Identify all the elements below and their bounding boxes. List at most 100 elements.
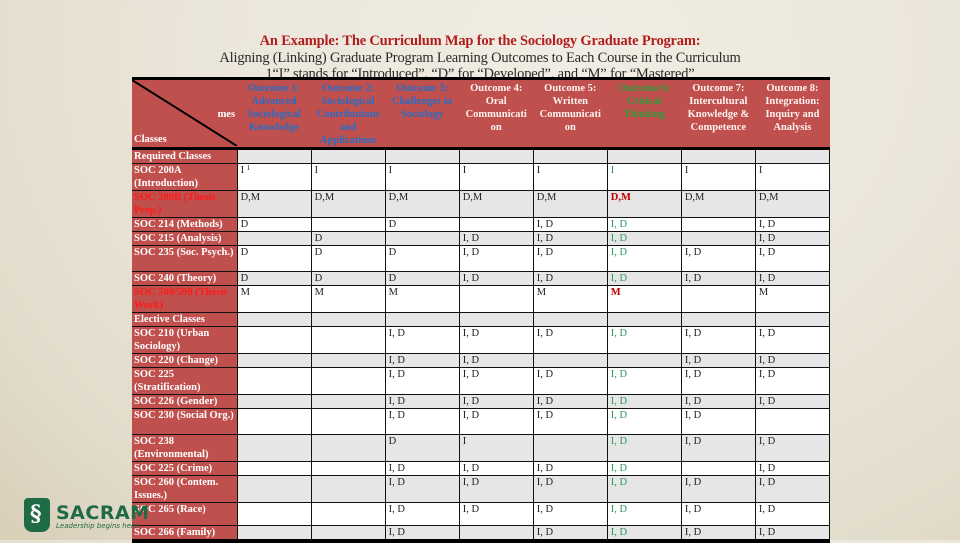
outcome-1-cell bbox=[236, 408, 312, 435]
outcome-3-cell: I, D bbox=[384, 475, 460, 503]
outcome-2-cell bbox=[310, 148, 386, 164]
course-label: SOC 214 (Methods) bbox=[132, 217, 238, 232]
table-row: SOC 240 (Theory) D D D I, D I, D I, D I, D I, D bbox=[132, 271, 831, 286]
outcome-4-cell: I, D bbox=[458, 367, 534, 395]
outcome-2-cell: D bbox=[310, 245, 386, 272]
outcome-2-header: Outcome 2: Sociological Contributions an… bbox=[311, 77, 386, 150]
outcome-5-cell: I, D bbox=[532, 525, 608, 543]
outcome-7-cell: I, D bbox=[680, 353, 756, 368]
outcome-2-cell bbox=[310, 525, 386, 543]
outcome-8-header: Outcome 8: Integration: Inquiry and Anal… bbox=[755, 77, 830, 150]
outcome-3-cell: I, D bbox=[384, 353, 460, 368]
outcome-5-cell bbox=[532, 148, 608, 164]
outcome-5-cell: I, D bbox=[532, 408, 608, 435]
outcome-6-cell: I, D bbox=[606, 525, 682, 543]
outcome-6-cell: I, D bbox=[606, 461, 682, 476]
course-label: SOC 215 (Analysis) bbox=[132, 231, 238, 246]
legend-footnote: 1“I” stands for “Introduced”, “D” for “D… bbox=[265, 66, 695, 77]
outcome-6-cell: I, D bbox=[606, 326, 682, 354]
outcome-4-cell: I, D bbox=[458, 245, 534, 272]
outcome-6-cell bbox=[606, 148, 682, 164]
outcome-7-cell bbox=[680, 285, 756, 313]
outcome-5-cell bbox=[532, 312, 608, 327]
table-row: SOC 225 (Crime) I, D I, D I, D I, D I, D bbox=[132, 461, 831, 476]
outcome-7-cell bbox=[680, 461, 756, 476]
table-row: SOC 238 (Environmental) D I I, D I, D I, D bbox=[132, 434, 831, 462]
outcome-7-cell: I, D bbox=[680, 271, 756, 286]
section-label: Required Classes bbox=[132, 148, 238, 164]
outcome-3-cell: D bbox=[384, 245, 460, 272]
university-logo: § SACRAM Leadership begins here. bbox=[24, 498, 149, 534]
outcome-3-cell: I bbox=[384, 163, 460, 191]
outcome-2-cell bbox=[310, 475, 386, 503]
slide-subtitle: Aligning (Linking) Graduate Program Lear… bbox=[219, 50, 741, 66]
table-row: SOC 210 (Urban Sociology) I, D I, D I, D I, … bbox=[132, 326, 831, 354]
outcome-1-cell bbox=[236, 525, 312, 543]
course-label: SOC 240 (Theory) bbox=[132, 271, 238, 286]
table-row: SOC 215 (Analysis) D I, D I, D I, D I, D bbox=[132, 231, 831, 246]
outcome-5-header: Outcome 5: Written Communicati on bbox=[533, 77, 608, 150]
outcome-6-cell: I, D bbox=[606, 475, 682, 503]
outcome-4-cell: D,M bbox=[458, 190, 534, 218]
outcome-4-cell: I, D bbox=[458, 271, 534, 286]
outcome-7-cell bbox=[680, 312, 756, 327]
outcome-4-cell bbox=[458, 285, 534, 313]
outcome-1-cell bbox=[236, 312, 312, 327]
outcome-2-cell: I bbox=[310, 163, 386, 191]
section-label: Elective Classes bbox=[132, 312, 238, 327]
outcome-8-cell: I, D bbox=[754, 475, 831, 503]
outcome-5-cell: I, D bbox=[532, 217, 608, 232]
outcome-1-cell: D bbox=[236, 271, 312, 286]
logo-tagline: Leadership begins here. bbox=[56, 522, 141, 530]
outcome-8-cell: I, D bbox=[754, 353, 831, 368]
outcome-7-cell bbox=[680, 217, 756, 232]
course-label: SOC 200B (Thesis Prep.) bbox=[132, 190, 238, 218]
outcome-1-cell bbox=[236, 461, 312, 476]
outcome-6-cell bbox=[606, 353, 682, 368]
outcome-3-cell bbox=[384, 312, 460, 327]
outcome-3-cell: I, D bbox=[384, 502, 460, 526]
outcome-7-cell: I, D bbox=[680, 408, 756, 435]
outcome-7-cell: I, D bbox=[680, 367, 756, 395]
outcome-2-cell bbox=[310, 408, 386, 435]
outcome-1-cell bbox=[236, 475, 312, 503]
outcome-2-cell bbox=[310, 217, 386, 232]
course-label: SOC 235 (Soc. Psych.) bbox=[132, 245, 238, 272]
outcome-2-cell bbox=[310, 394, 386, 409]
outcome-4-cell: I, D bbox=[458, 502, 534, 526]
outcome-6-cell: I, D bbox=[606, 502, 682, 526]
outcome-3-cell: D,M bbox=[384, 190, 460, 218]
outcome-7-cell bbox=[680, 148, 756, 164]
outcome-4-cell: I, D bbox=[458, 408, 534, 435]
outcome-5-cell: I, D bbox=[532, 231, 608, 246]
table-row: SOC 214 (Methods) D D I, D I, D I, D bbox=[132, 217, 831, 232]
header-row: mes Classes Outcome 1: Advanced Sociolog… bbox=[132, 77, 830, 150]
outcome-5-cell: I, D bbox=[532, 475, 608, 503]
outcome-3-cell: I, D bbox=[384, 525, 460, 543]
outcome-6-cell: I, D bbox=[606, 271, 682, 286]
outcome-6-cell bbox=[606, 312, 682, 327]
outcome-8-cell: I, D bbox=[754, 231, 831, 246]
outcome-7-cell: I, D bbox=[680, 245, 756, 272]
table-row: SOC 220 (Change) I, D I, D I, D I, D bbox=[132, 353, 831, 368]
course-label: SOC 210 (Urban Sociology) bbox=[132, 326, 238, 354]
outcome-1-cell bbox=[236, 326, 312, 354]
outcome-1-cell bbox=[236, 231, 312, 246]
outcome-1-cell: D bbox=[236, 217, 312, 232]
outcome-5-cell: D,M bbox=[532, 190, 608, 218]
course-label: SOC 225 (Crime) bbox=[132, 461, 238, 476]
outcome-8-cell: M bbox=[754, 285, 831, 313]
outcome-6-cell: I, D bbox=[606, 394, 682, 409]
outcome-4-cell bbox=[458, 217, 534, 232]
outcome-7-cell: D,M bbox=[680, 190, 756, 218]
outcome-7-cell bbox=[680, 231, 756, 246]
outcome-2-cell: D bbox=[310, 231, 386, 246]
outcome-8-cell: I, D bbox=[754, 217, 831, 232]
table-body: Required Classes SOC 200A (Introduction) I… bbox=[132, 148, 831, 543]
outcome-7-cell: I, D bbox=[680, 525, 756, 543]
outcome-1-cell bbox=[236, 434, 312, 462]
outcome-5-cell: I, D bbox=[532, 502, 608, 526]
outcome-2-cell bbox=[310, 353, 386, 368]
outcome-6-cell: I, D bbox=[606, 434, 682, 462]
outcome-1-cell: D,M bbox=[236, 190, 312, 218]
